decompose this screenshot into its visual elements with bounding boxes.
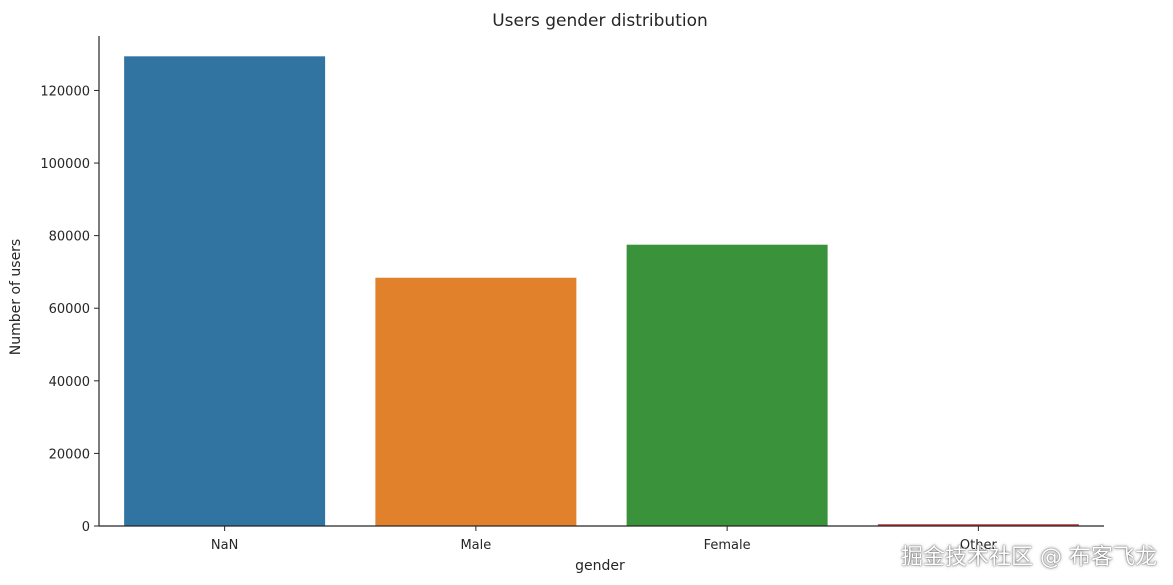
y-axis-label: Number of users [8, 239, 24, 355]
watermark: 掘金技术社区 @ 布客飞龙 [901, 545, 1157, 570]
bar-nan [124, 56, 326, 526]
chart-title: Users gender distribution [492, 11, 708, 31]
bars-layer [124, 56, 1079, 526]
x-axis-label: gender [575, 558, 625, 574]
y-tick-label: 100000 [40, 157, 90, 172]
bar-other [877, 524, 1079, 526]
y-tick-label: 80000 [49, 230, 90, 245]
y-tick-label: 0 [82, 520, 90, 535]
bar-female [626, 244, 828, 526]
x-tick-label: Male [460, 538, 491, 553]
y-tick-label: 40000 [49, 375, 90, 390]
x-tick-label: Female [704, 538, 751, 553]
y-tick-label: 120000 [40, 84, 90, 99]
x-tick-label: NaN [211, 538, 238, 553]
y-tick-label: 60000 [49, 302, 90, 317]
x-tick-label: Other [960, 538, 998, 553]
y-ticks-layer: 0 20000 40000 60000 80000 100000 120000 [40, 84, 99, 535]
bar-male [375, 277, 577, 526]
x-ticks-layer: NaN Male Female Other [211, 526, 998, 553]
y-tick-label: 20000 [49, 447, 90, 462]
